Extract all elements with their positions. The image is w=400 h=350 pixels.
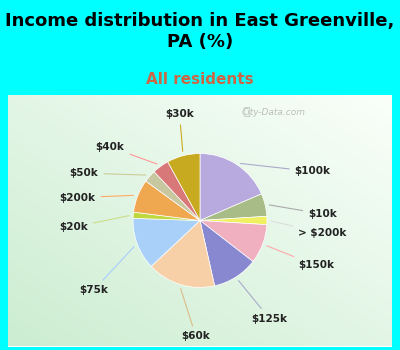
Wedge shape [200, 216, 267, 225]
Text: $150k: $150k [267, 246, 334, 271]
Text: $20k: $20k [59, 216, 129, 232]
Text: $200k: $200k [60, 193, 134, 203]
Wedge shape [200, 220, 267, 261]
Text: $30k: $30k [165, 109, 194, 151]
Wedge shape [168, 154, 200, 220]
Wedge shape [146, 172, 200, 220]
Text: $60k: $60k [181, 289, 210, 342]
Text: City-Data.com: City-Data.com [241, 108, 305, 117]
Text: $125k: $125k [238, 281, 288, 323]
Wedge shape [133, 218, 200, 266]
Wedge shape [154, 162, 200, 220]
Wedge shape [200, 194, 267, 220]
Text: $50k: $50k [70, 168, 146, 178]
Wedge shape [200, 154, 262, 220]
Text: $100k: $100k [240, 163, 331, 176]
Text: ⓘ: ⓘ [244, 107, 250, 117]
Text: Income distribution in East Greenville,
PA (%): Income distribution in East Greenville, … [5, 12, 395, 51]
Wedge shape [151, 220, 215, 287]
Wedge shape [134, 181, 200, 220]
Text: $40k: $40k [96, 142, 157, 164]
Text: $75k: $75k [79, 247, 134, 295]
Text: > $200k: > $200k [271, 221, 347, 238]
Text: All residents: All residents [146, 72, 254, 87]
Text: $10k: $10k [270, 205, 337, 219]
Wedge shape [133, 212, 200, 220]
Wedge shape [200, 220, 253, 286]
